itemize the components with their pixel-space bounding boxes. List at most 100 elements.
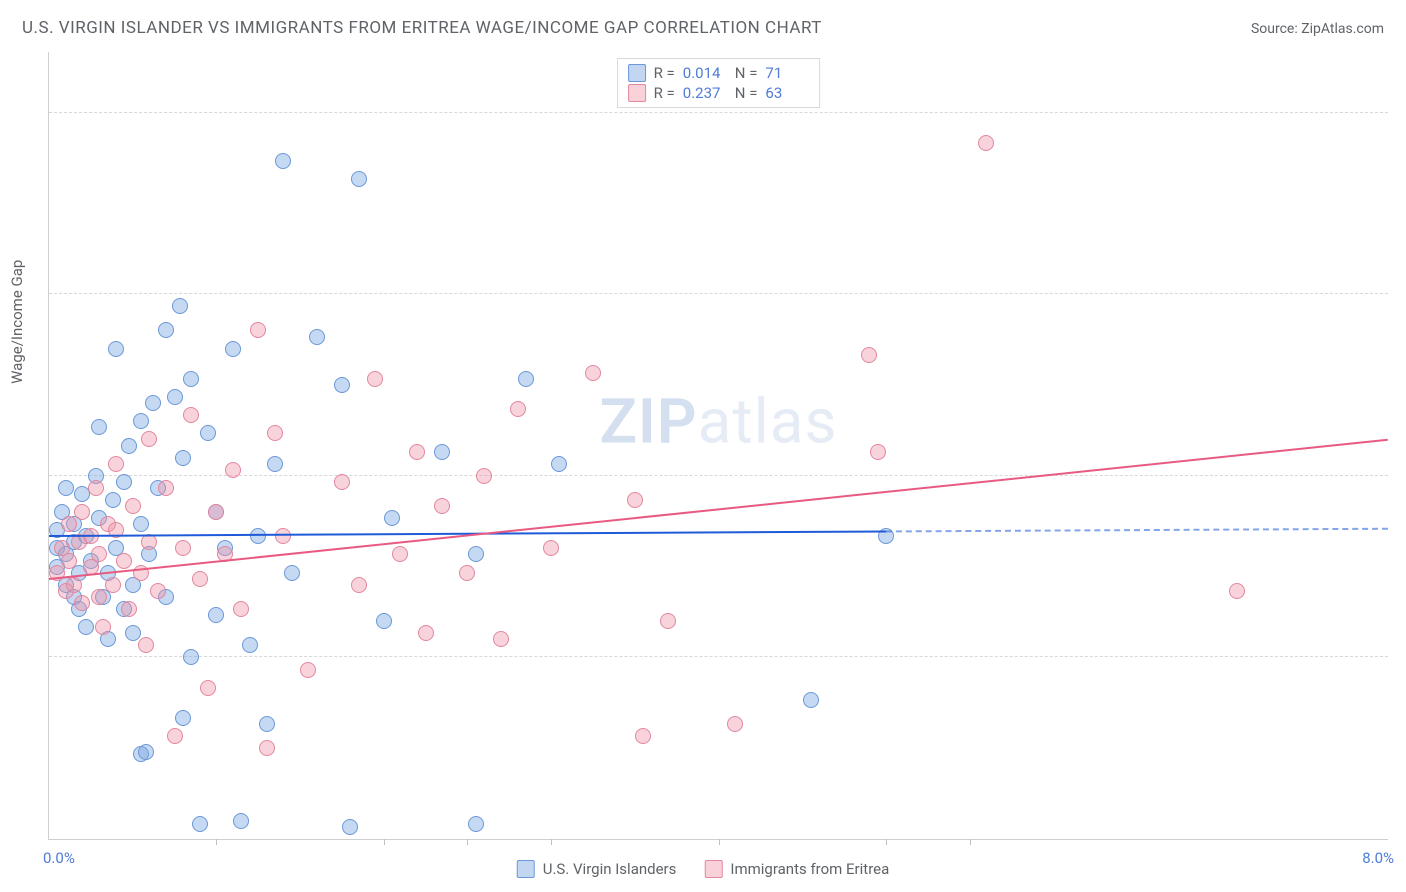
data-point	[275, 153, 291, 169]
data-point	[175, 450, 191, 466]
data-point	[409, 444, 425, 460]
data-point	[105, 492, 121, 508]
data-point	[459, 565, 475, 581]
data-point	[116, 474, 132, 490]
data-point	[242, 637, 258, 653]
x-tick-mark	[970, 839, 971, 845]
correlation-legend: R = 0.014 N = 71 R = 0.237 N = 63	[617, 58, 821, 108]
x-axis-min: 0.0%	[43, 849, 75, 867]
data-point	[105, 577, 121, 593]
legend-item: Immigrants from Eritrea	[704, 860, 889, 878]
y-tick-label: 60.0%	[1392, 86, 1406, 104]
y-tick-label: 30.0%	[1392, 449, 1406, 467]
data-point	[727, 716, 743, 732]
data-point	[551, 456, 567, 472]
data-point	[61, 516, 77, 532]
data-point	[175, 540, 191, 556]
data-point	[870, 444, 886, 460]
data-point	[585, 365, 601, 381]
x-tick-mark	[719, 839, 720, 845]
series-legend: U.S. Virgin Islanders Immigrants from Er…	[517, 860, 890, 878]
data-point	[133, 516, 149, 532]
y-tick-label: 15.0%	[1392, 630, 1406, 648]
data-point	[384, 510, 400, 526]
data-point	[367, 371, 383, 387]
data-point	[91, 589, 107, 605]
x-tick-mark	[216, 839, 217, 845]
data-point	[183, 649, 199, 665]
data-point	[468, 816, 484, 832]
legend-row: R = 0.237 N = 63	[628, 83, 810, 103]
data-point	[275, 528, 291, 544]
data-point	[543, 540, 559, 556]
data-point	[150, 583, 166, 599]
data-point	[468, 546, 484, 562]
data-point	[192, 571, 208, 587]
data-point	[309, 329, 325, 345]
data-point	[376, 613, 392, 629]
data-point	[175, 710, 191, 726]
data-point	[434, 444, 450, 460]
legend-swatch-icon	[704, 860, 722, 878]
data-point	[250, 528, 266, 544]
data-point	[392, 546, 408, 562]
data-point	[351, 171, 367, 187]
data-point	[183, 407, 199, 423]
watermark: ZIPatlas	[600, 385, 838, 458]
legend-row: R = 0.014 N = 71	[628, 63, 810, 83]
data-point	[300, 662, 316, 678]
data-point	[267, 425, 283, 441]
data-point	[418, 625, 434, 641]
data-point	[108, 341, 124, 357]
data-point	[108, 456, 124, 472]
x-axis-max: 8.0%	[1362, 849, 1394, 867]
data-point	[121, 438, 137, 454]
data-point	[158, 322, 174, 338]
data-point	[518, 371, 534, 387]
source-link[interactable]: ZipAtlas.com	[1301, 21, 1384, 37]
y-tick-label: 45.0%	[1392, 267, 1406, 285]
data-point	[78, 619, 94, 635]
data-point	[121, 601, 137, 617]
data-point	[61, 553, 77, 569]
data-point	[141, 431, 157, 447]
data-point	[635, 728, 651, 744]
data-point	[267, 456, 283, 472]
data-point	[660, 613, 676, 629]
legend-swatch-icon	[517, 860, 535, 878]
data-point	[200, 680, 216, 696]
data-point	[200, 425, 216, 441]
data-point	[978, 135, 994, 151]
data-point	[91, 419, 107, 435]
data-point	[145, 395, 161, 411]
legend-item: U.S. Virgin Islanders	[517, 860, 677, 878]
data-point	[133, 413, 149, 429]
data-point	[58, 480, 74, 496]
data-point	[66, 577, 82, 593]
data-point	[138, 637, 154, 653]
data-point	[74, 595, 90, 611]
data-point	[183, 371, 199, 387]
data-point	[1229, 583, 1245, 599]
data-point	[172, 298, 188, 314]
x-tick-mark	[467, 839, 468, 845]
gridline	[49, 112, 1388, 113]
data-point	[125, 498, 141, 514]
data-point	[141, 534, 157, 550]
data-point	[627, 492, 643, 508]
x-tick-mark	[886, 839, 887, 845]
data-point	[208, 607, 224, 623]
data-point	[233, 813, 249, 829]
data-point	[138, 744, 154, 760]
data-point	[861, 347, 877, 363]
data-point	[167, 389, 183, 405]
data-point	[208, 504, 224, 520]
source-label: Source: ZipAtlas.com	[1251, 21, 1384, 37]
data-point	[259, 716, 275, 732]
data-point	[803, 692, 819, 708]
data-point	[125, 625, 141, 641]
data-point	[158, 480, 174, 496]
x-tick-mark	[384, 839, 385, 845]
trend-line	[49, 439, 1388, 578]
chart-title: U.S. VIRGIN ISLANDER VS IMMIGRANTS FROM …	[22, 18, 822, 38]
